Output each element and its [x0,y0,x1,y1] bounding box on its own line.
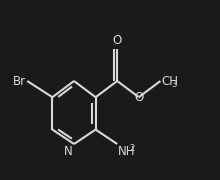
Text: NH: NH [118,145,136,158]
Text: O: O [134,91,143,104]
Text: Br: Br [13,75,26,87]
Text: 3: 3 [172,80,177,89]
Text: 2: 2 [129,144,134,153]
Text: N: N [64,145,73,158]
Text: O: O [113,34,122,47]
Text: CH: CH [161,75,178,87]
